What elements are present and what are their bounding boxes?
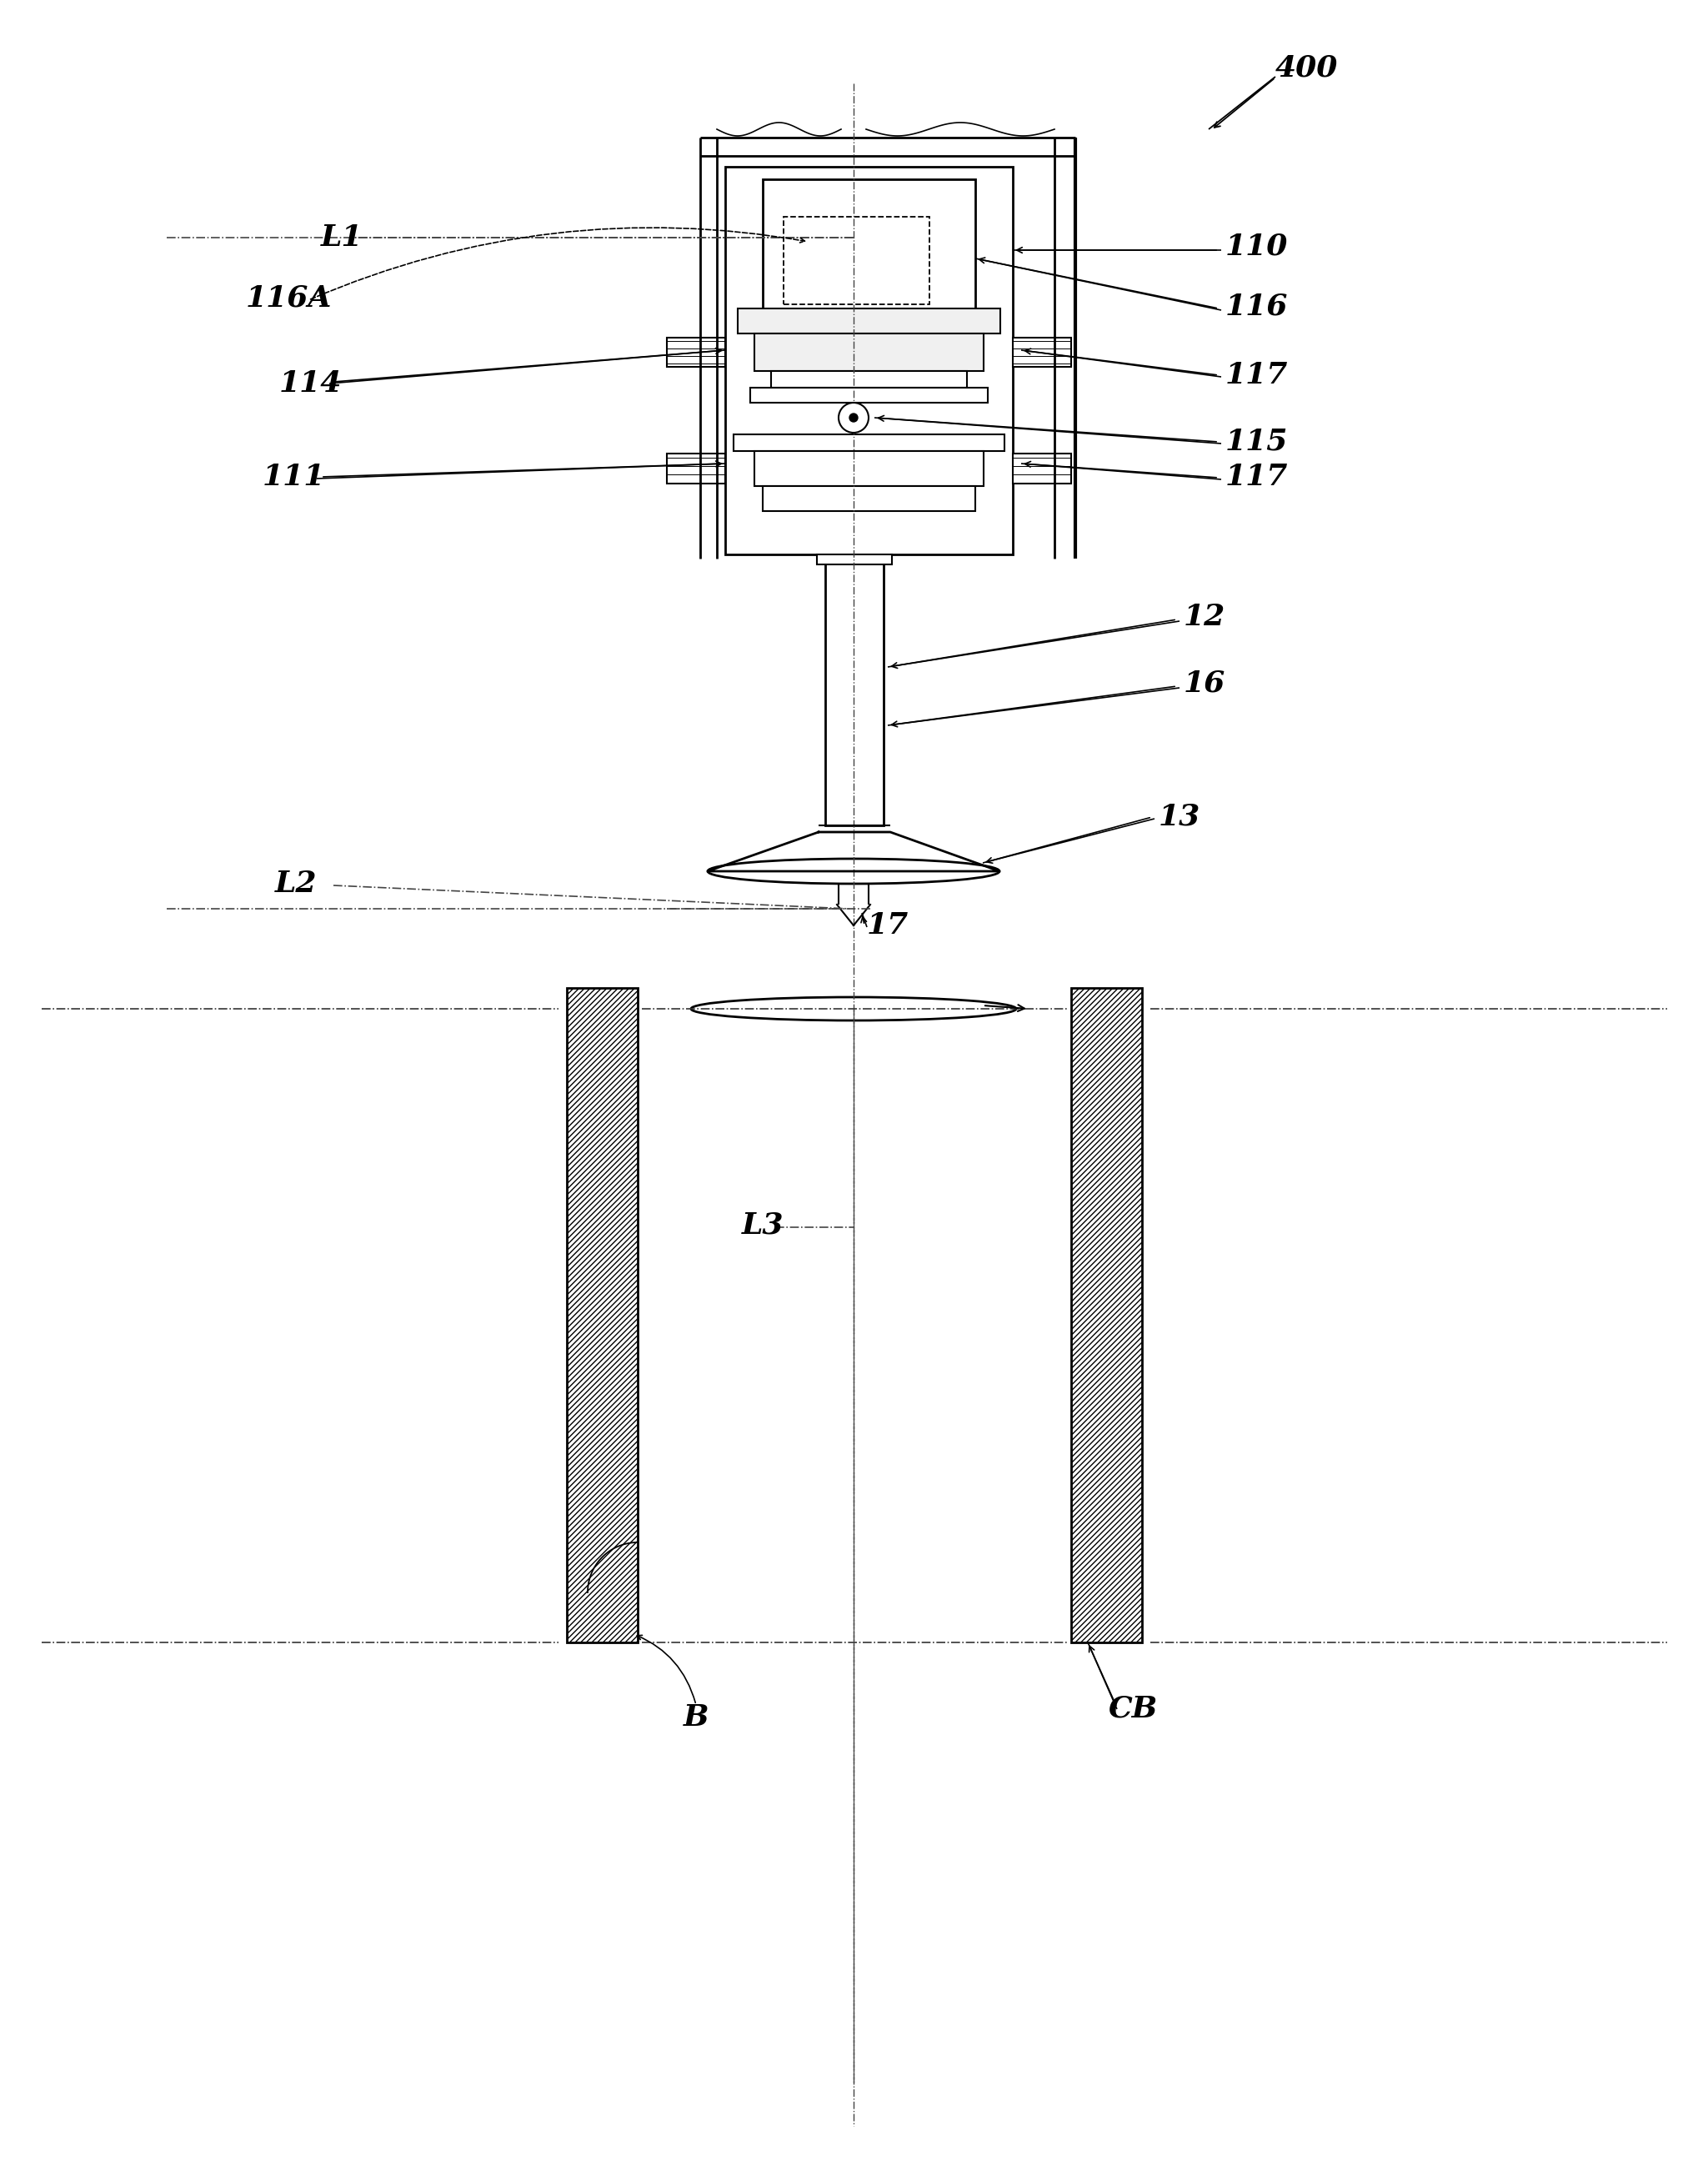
Text: 117: 117 [1225,462,1288,491]
Bar [770,372,967,387]
Ellipse shape [707,858,999,884]
Text: L2: L2 [275,869,318,899]
Bar [755,333,984,372]
Bar [738,309,1001,333]
Bar [567,988,637,1642]
Text: L1: L1 [321,223,364,253]
Text: L3: L3 [741,1212,784,1240]
Text: 12: 12 [1184,603,1226,631]
Bar [750,387,987,402]
Bar [763,486,975,510]
Bar [726,166,1013,555]
Bar [1013,454,1071,484]
Text: 111: 111 [263,462,326,491]
Bar [784,216,929,305]
Text: 115: 115 [1225,428,1288,456]
Circle shape [839,402,869,432]
Bar [666,337,726,367]
Text: CB: CB [1108,1694,1158,1722]
Text: 13: 13 [1158,804,1201,832]
Text: 116A: 116A [246,285,331,313]
Bar [763,179,975,309]
Circle shape [849,413,857,421]
Text: 110: 110 [1225,231,1288,259]
Text: 17: 17 [868,912,909,940]
Text: 116: 116 [1225,292,1288,322]
Bar [733,434,1004,452]
Text: 400: 400 [1276,54,1337,82]
Text: 117: 117 [1225,361,1288,389]
Bar [816,555,892,564]
Text: 114: 114 [278,370,342,398]
Bar [1013,337,1071,367]
Bar [825,555,883,826]
Text: 16: 16 [1184,670,1226,698]
Text: B: B [683,1703,709,1731]
Bar [1071,988,1143,1642]
Bar [666,454,726,484]
Bar [755,452,984,486]
